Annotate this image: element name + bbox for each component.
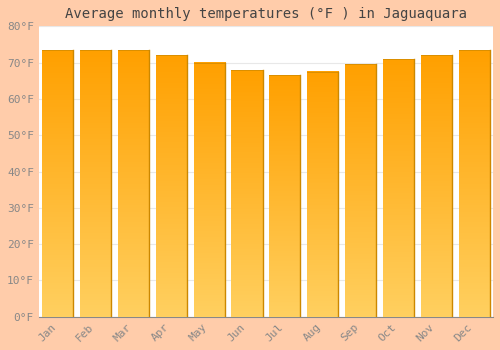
Title: Average monthly temperatures (°F ) in Jaguaquara: Average monthly temperatures (°F ) in Ja… (65, 7, 467, 21)
